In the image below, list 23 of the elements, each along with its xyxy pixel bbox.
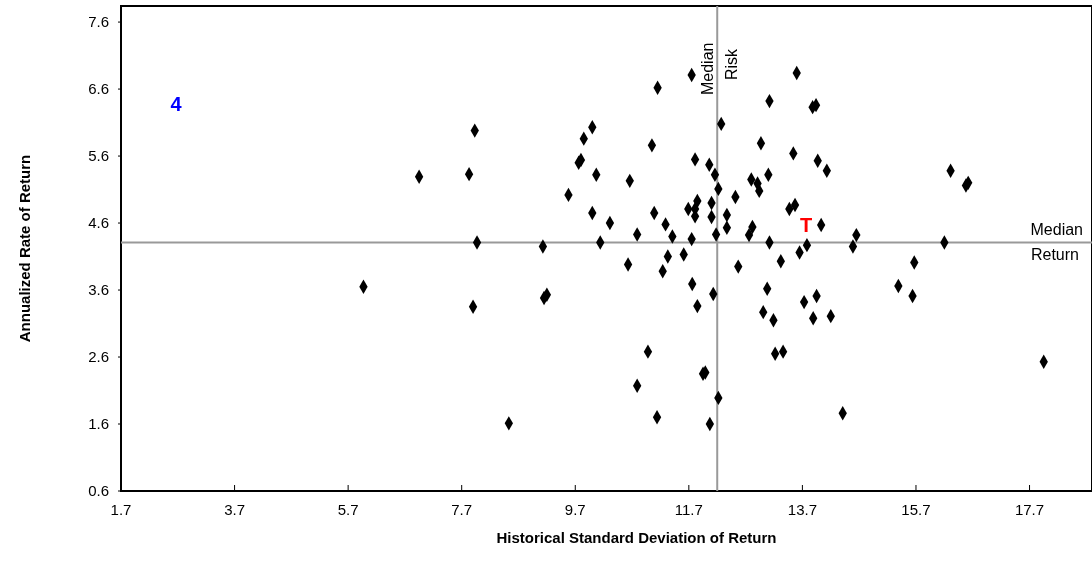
y-axis-title: Annualized Rate of Return	[16, 154, 33, 343]
annotation: T	[799, 214, 813, 236]
y-tick-label: 4.6	[88, 214, 109, 232]
x-tick-label: 11.7	[674, 501, 703, 518]
y-tick-label: 5.6	[88, 147, 109, 165]
ref-line-label: Median Risk	[699, 42, 741, 95]
x-tick-label: 13.7	[787, 501, 818, 518]
y-tick-label: 2.6	[88, 348, 109, 366]
ref-line-label: Median Return	[1030, 221, 1083, 264]
x-tick-label: 3.7	[224, 501, 245, 518]
x-tick-label: 7.7	[451, 501, 473, 518]
y-tick-label: 6.6	[88, 80, 109, 98]
annotation: 4	[170, 93, 183, 115]
y-tick-label: 3.6	[88, 281, 109, 299]
x-tick-label: 15.7	[901, 501, 931, 518]
x-axis-title: Historical Standard Deviation of Return	[496, 529, 777, 546]
x-tick-label: 17.7	[1014, 501, 1045, 518]
x-tick-label: 1.7	[110, 501, 132, 518]
y-tick-label: 7.6	[88, 13, 109, 31]
y-tick-label: 1.6	[88, 415, 109, 433]
x-tick-label: 9.7	[564, 501, 586, 518]
y-tick-label: 0.6	[88, 482, 109, 500]
x-tick-label: 5.7	[337, 501, 359, 518]
